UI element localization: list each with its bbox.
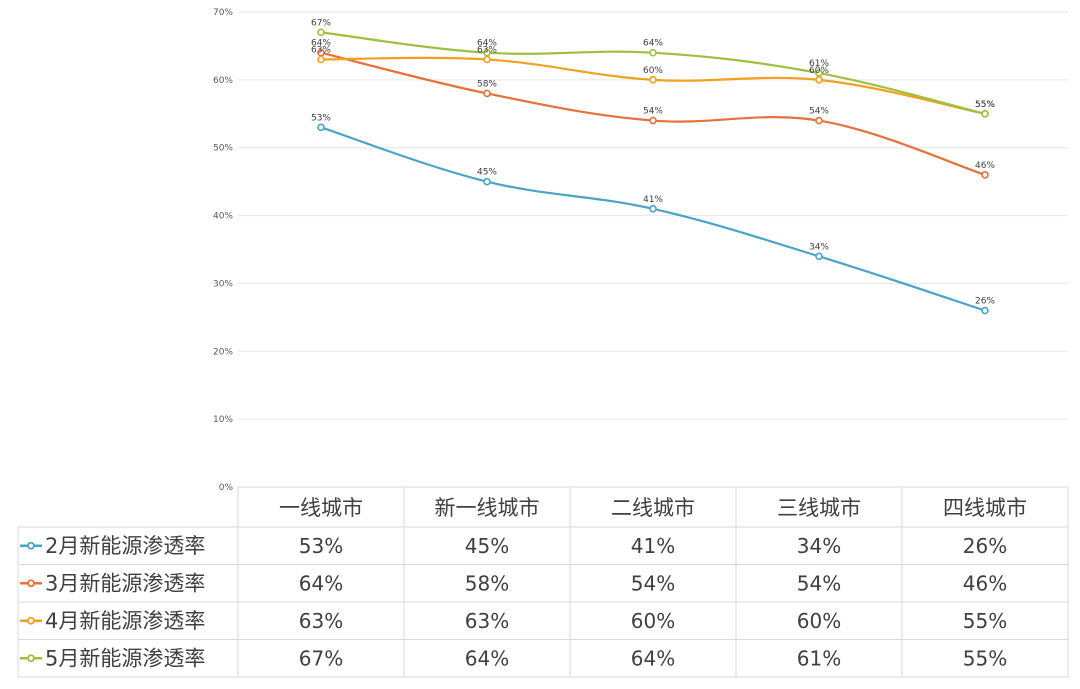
data-label: 53% [311,113,331,123]
data-label: 54% [643,107,663,117]
y-tick-label: 50% [213,144,233,154]
series-name: 2月新能源渗透率 [45,534,205,558]
data-point [483,48,491,57]
category-label: 二线城市 [611,496,695,520]
data-label: 26% [975,297,995,307]
table-cell-value: 67% [299,646,343,670]
y-tick-label: 10% [213,415,233,425]
data-point [317,28,325,37]
data-point [317,123,325,132]
data-point [483,89,491,98]
y-tick-label: 40% [213,212,233,222]
table-cell-value: 58% [465,571,509,595]
data-point [649,48,657,57]
y-tick-label: 20% [213,347,233,357]
table-cell-value: 63% [465,609,509,633]
data-point [981,306,989,315]
legend-marker [27,616,35,625]
series-name: 5月新能源渗透率 [45,646,205,670]
data-label: 34% [809,242,829,252]
category-label: 一线城市 [279,496,363,520]
data-point [483,55,491,64]
data-point [815,69,823,77]
data-point [649,204,657,213]
table-cell-value: 60% [797,609,841,633]
data-label: 54% [809,107,829,117]
data-point [815,252,823,261]
data-label: 61% [809,59,829,69]
category-label: 新一线城市 [435,496,540,520]
legend-marker [27,654,35,663]
table-cell-value: 55% [963,609,1007,633]
data-label: 64% [477,39,497,49]
series-name: 3月新能源渗透率 [45,571,205,595]
category-label: 三线城市 [777,496,861,520]
data-point [981,109,989,118]
table-cell-value: 55% [963,646,1007,670]
table-cell-value: 64% [465,646,509,670]
data-point [981,171,989,179]
data-label: 64% [311,39,331,49]
table-cell-value: 34% [797,534,841,558]
table-cell-value: 46% [963,571,1007,595]
data-point [317,55,325,64]
series-markers [317,28,989,315]
legend-marker [27,541,35,550]
table-cell-value: 61% [797,646,841,670]
data-label: 46% [975,161,995,171]
data-label: 64% [643,39,663,49]
category-label: 四线城市 [943,496,1027,520]
data-point [815,116,823,125]
data-labels: 53%45%41%34%26%64%58%54% 54%46%63% 63%60% 6… [311,18,995,306]
data-label: 58% [477,79,497,89]
table-cell-value: 54% [797,571,841,595]
data-point [649,76,657,84]
data-point [815,76,823,84]
table-cell-value: 41% [631,534,675,558]
table-cell-value: 60% [631,609,675,633]
data-label: 55% [975,100,995,110]
data-table: 一线城市 新一线城市 二线城市 三线城市 四线城市 2月新能源渗透率 53% 45% 41% 34… [17,486,1069,678]
data-label: 60% [643,66,663,76]
data-label: 45% [477,168,497,178]
data-label: 60% [809,66,829,76]
table-cell-value: 45% [465,534,509,558]
data-point [649,116,657,125]
data-label: 63% [311,46,331,56]
data-point [483,177,491,186]
table-cell-value: 64% [631,646,675,670]
table-cell-value: 53% [299,534,343,558]
table-cell-value: 54% [631,571,675,595]
data-label: 67% [311,18,331,28]
data-label: 55% [975,100,995,110]
y-tick-label: 0% [219,483,234,493]
data-label: 41% [643,195,663,205]
y-tick-label: 30% [213,279,233,289]
table-cell-value: 26% [963,534,1007,558]
table-cell-value: 63% [299,609,343,633]
legend-marker [27,579,35,588]
y-tick-label: 70% [213,8,233,18]
y-axis-ticks: 0% 10% 20% 30% 40% 50% 60% 70% [213,8,233,493]
y-tick-label: 60% [213,76,233,86]
table-cell-value: 64% [299,571,343,595]
data-label: 63% [477,46,497,56]
series-name: 4月新能源渗透率 [45,609,205,633]
